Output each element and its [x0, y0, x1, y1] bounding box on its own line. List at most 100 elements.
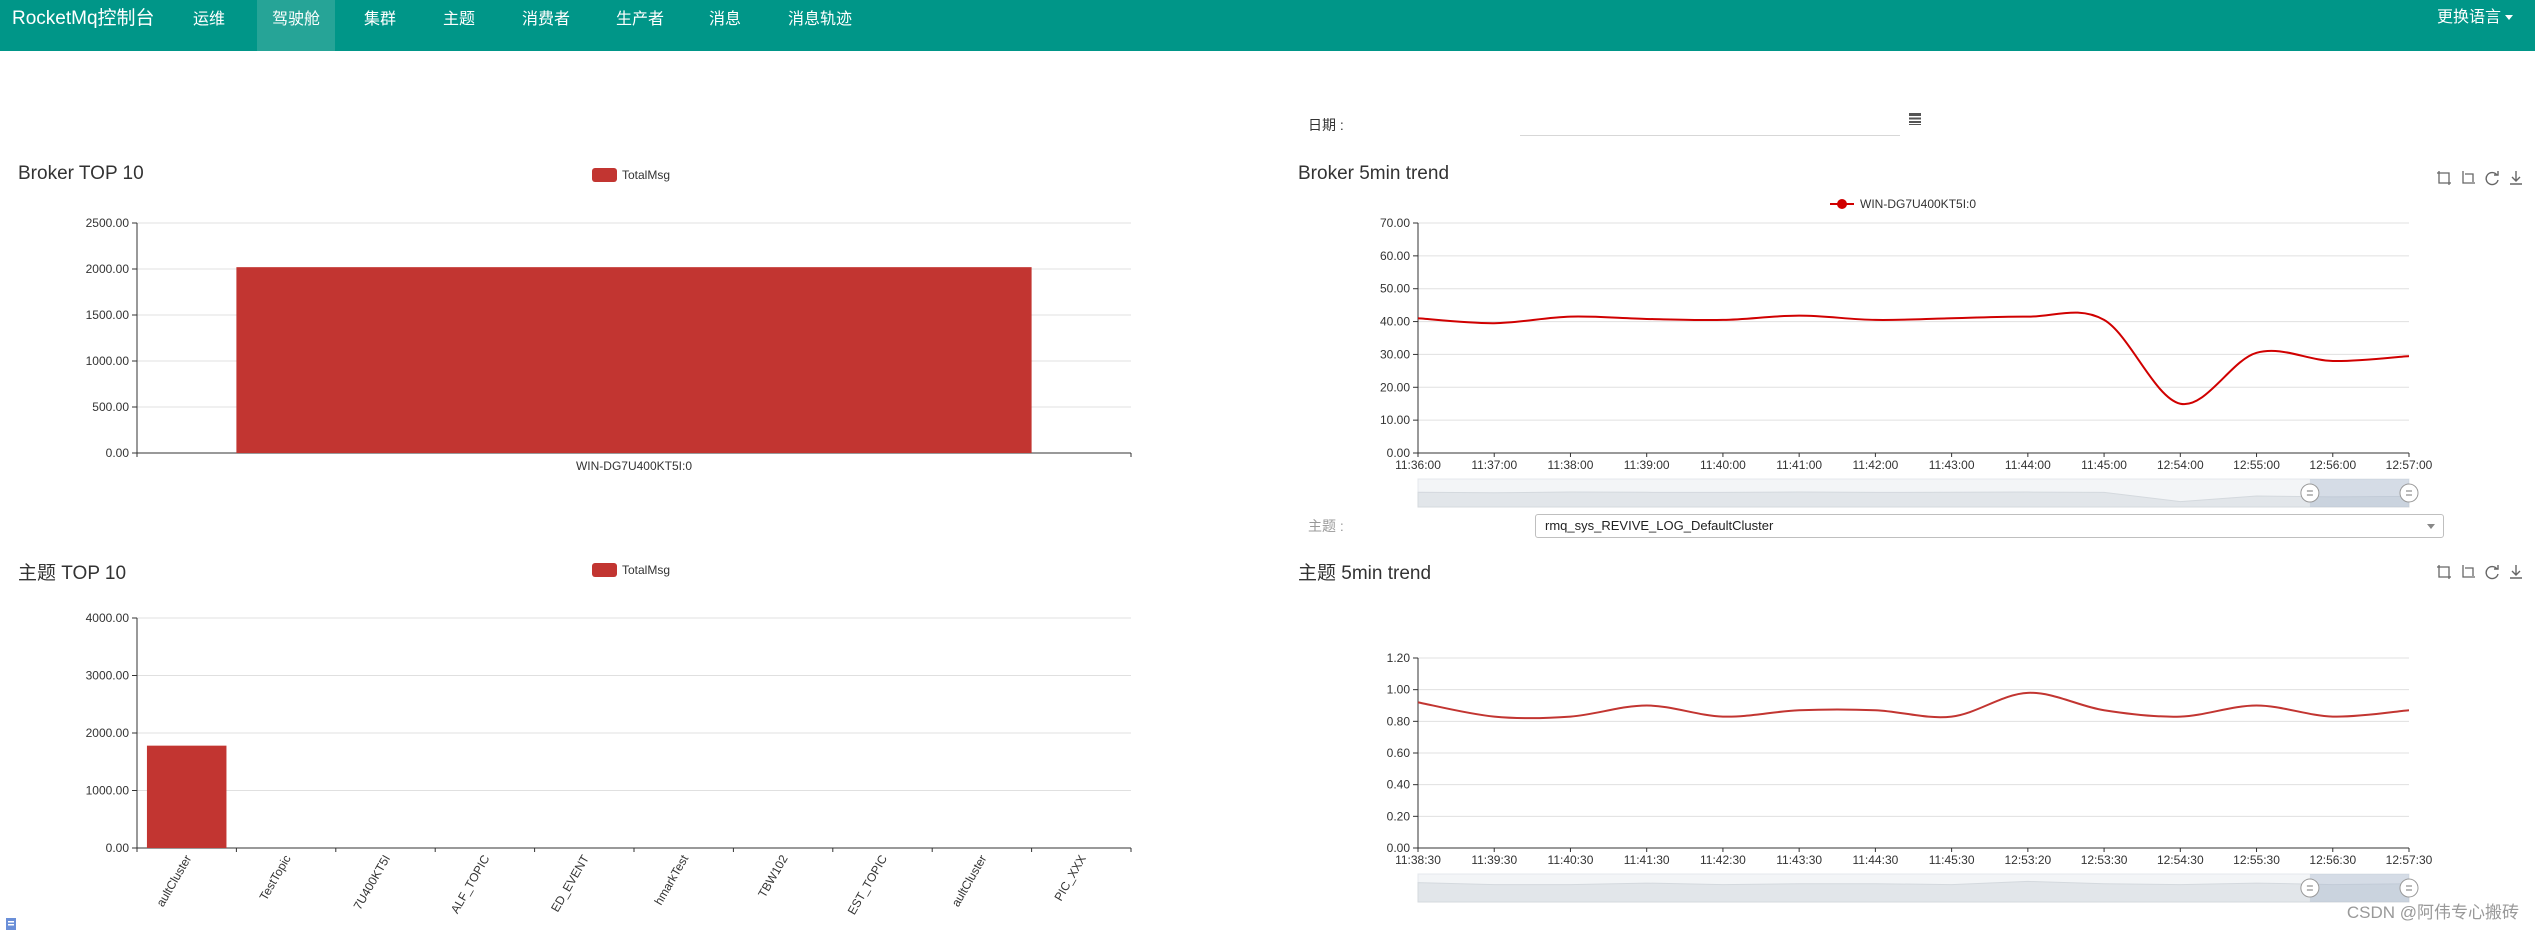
- y-tick-label: 2500.00: [86, 216, 130, 230]
- x-tick-label: 11:42:30: [1700, 853, 1746, 867]
- datazoom-handle-start: [2300, 878, 2320, 898]
- datazoom-window: [2309, 874, 2409, 902]
- topic-select-value: rmq_sys_REVIVE_LOG_DefaultCluster: [1545, 518, 1774, 533]
- restore-icon[interactable]: [2484, 170, 2500, 186]
- y-tick-label: 500.00: [92, 400, 129, 414]
- select-arrow-icon: [2427, 524, 2435, 529]
- y-tick-label: 0.00: [1387, 446, 1411, 460]
- bar: [236, 267, 1032, 453]
- x-tick-label: 12:54:00: [2157, 458, 2204, 472]
- y-tick-label: 50.00: [1380, 282, 1410, 296]
- x-tick-label: 11:37:00: [1471, 458, 1517, 472]
- datazoom-handle-end: [2399, 483, 2419, 503]
- watermark: CSDN @阿伟专心搬砖: [2346, 903, 2519, 922]
- y-tick-label: 4000.00: [86, 611, 130, 625]
- zoom-reset-icon[interactable]: [2460, 564, 2476, 580]
- nav-item-cluster[interactable]: 集群: [364, 11, 397, 28]
- legend-swatch: [592, 563, 617, 577]
- topic-filter-label: 主题 :: [1308, 518, 1344, 534]
- nav-item-message[interactable]: 消息: [709, 11, 742, 28]
- nav-item-dashboard[interactable]: 驾驶舱: [257, 0, 335, 51]
- topic-select[interactable]: rmq_sys_REVIVE_LOG_DefaultCluster: [1535, 514, 2444, 538]
- x-tick-label: 12:54:30: [2157, 853, 2204, 867]
- broker-trend-title: Broker 5min trend: [1298, 163, 1450, 184]
- y-tick-label: 0.00: [106, 841, 130, 855]
- x-tick-label: WIN-DG7U400KT5I:0: [576, 459, 692, 473]
- calendar-icon[interactable]: [1908, 112, 1922, 126]
- nav-item-message-trace[interactable]: 消息轨迹: [788, 11, 853, 28]
- datazoom-shadow: [1417, 880, 2410, 903]
- y-tick-label: 0.80: [1387, 714, 1411, 728]
- y-tick-label: 0.40: [1387, 778, 1411, 792]
- y-tick-label: 10.00: [1380, 413, 1410, 427]
- x-tick-label: aultCluster: [949, 852, 990, 909]
- x-tick-label: aultCluster: [153, 852, 194, 909]
- nav-item-consumer[interactable]: 消费者: [522, 11, 571, 28]
- topic-top-title: 主题 TOP 10: [18, 563, 127, 584]
- x-tick-label: 12:55:00: [2233, 458, 2280, 472]
- y-tick-label: 20.00: [1380, 380, 1410, 394]
- legend-label: WIN-DG7U400KT5I:0: [1860, 197, 1976, 211]
- x-tick-label: 11:39:30: [1471, 853, 1517, 867]
- zoom-icon[interactable]: [2436, 170, 2452, 186]
- x-tick-label: 11:42:00: [1852, 458, 1898, 472]
- language-dropdown[interactable]: 更换语言: [2437, 0, 2513, 36]
- y-tick-label: 1000.00: [86, 354, 130, 368]
- y-tick-label: 1500.00: [86, 308, 130, 322]
- datazoom-window: [2309, 479, 2409, 507]
- caret-down-icon: [2505, 15, 2513, 21]
- broker-top-title: Broker TOP 10: [18, 163, 144, 184]
- y-tick-label: 1.00: [1387, 683, 1411, 697]
- x-tick-label: EST_TOPIC: [845, 852, 891, 917]
- x-tick-label: TBW102: [755, 852, 791, 900]
- download-icon[interactable]: [2508, 170, 2524, 186]
- datazoom-handle-end: [2399, 878, 2419, 898]
- x-tick-label: 11:41:30: [1624, 853, 1670, 867]
- x-tick-label: 12:55:30: [2233, 853, 2280, 867]
- y-tick-label: 60.00: [1380, 249, 1410, 263]
- x-tick-label: TestTopic: [257, 853, 294, 903]
- nav-item-topic[interactable]: 主题: [443, 11, 476, 28]
- x-tick-label: 11:38:00: [1548, 458, 1594, 472]
- legend-label: TotalMsg: [622, 563, 670, 577]
- topic-trend-toolbox: [2436, 564, 2526, 582]
- x-tick-label: 11:45:30: [1929, 853, 1975, 867]
- y-tick-label: 1000.00: [86, 784, 130, 798]
- legend-swatch: [592, 168, 617, 182]
- x-tick-label: 11:45:00: [2081, 458, 2127, 472]
- x-tick-label: 7U400KT5I: [351, 853, 393, 913]
- y-tick-label: 30.00: [1380, 347, 1410, 361]
- date-label: 日期 :: [1308, 117, 1344, 133]
- y-tick-label: 2000.00: [86, 262, 130, 276]
- y-tick-label: 2000.00: [86, 726, 130, 740]
- x-tick-label: 12:53:30: [2081, 853, 2128, 867]
- x-tick-label: 11:38:30: [1395, 853, 1441, 867]
- restore-icon[interactable]: [2484, 564, 2500, 580]
- x-tick-label: 11:40:00: [1700, 458, 1746, 472]
- x-tick-label: 11:43:30: [1776, 853, 1822, 867]
- y-tick-label: 0.60: [1387, 746, 1411, 760]
- download-icon[interactable]: [2508, 564, 2524, 580]
- zoom-reset-icon[interactable]: [2460, 170, 2476, 186]
- legend-label: TotalMsg: [622, 168, 670, 182]
- document-icon: [6, 918, 16, 930]
- top-navbar: RocketMq控制台 运维 驾驶舱 集群 主题 消费者 生产者 消息 消息轨迹…: [0, 0, 2535, 51]
- x-tick-label: 11:40:30: [1548, 853, 1594, 867]
- x-tick-label: 11:44:00: [2005, 458, 2051, 472]
- series-line: [1417, 691, 2410, 720]
- bar: [146, 745, 227, 848]
- x-tick-label: ED_EVENT: [548, 852, 592, 914]
- x-tick-label: 11:36:00: [1395, 458, 1441, 472]
- brand-title[interactable]: RocketMq控制台: [12, 8, 155, 29]
- nav-item-ops[interactable]: 运维: [193, 11, 226, 28]
- y-tick-label: 0.00: [106, 446, 130, 460]
- zoom-icon[interactable]: [2436, 564, 2452, 580]
- x-tick-label: 12:56:30: [2309, 853, 2356, 867]
- nav-item-producer[interactable]: 生产者: [616, 11, 665, 28]
- datazoom-shadow: [1417, 491, 2410, 508]
- date-input[interactable]: [1520, 112, 1900, 136]
- topic-trend-title: 主题 5min trend: [1298, 563, 1432, 584]
- y-tick-label: 1.20: [1387, 651, 1411, 665]
- y-tick-label: 0.00: [1387, 841, 1411, 855]
